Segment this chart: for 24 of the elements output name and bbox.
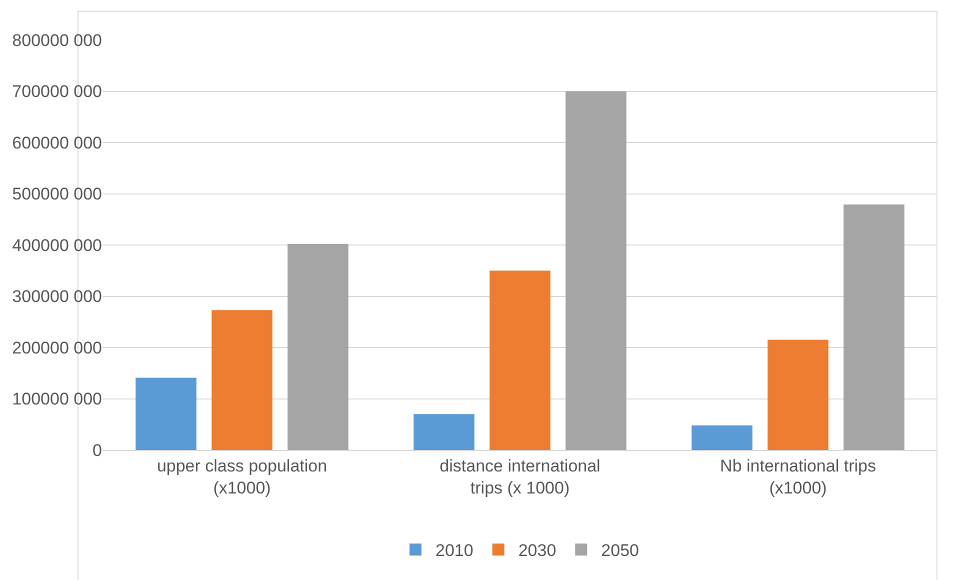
y-tick-label: 700000 000 [12, 82, 102, 102]
y-tick-label: 800000 000 [12, 30, 102, 50]
bar [212, 310, 272, 450]
legend-label: 2030 [518, 541, 556, 560]
bar [566, 91, 626, 450]
y-tick-label: 200000 000 [12, 338, 102, 358]
bar [288, 244, 348, 450]
y-tick-label: 400000 000 [12, 236, 102, 255]
bar [414, 414, 474, 450]
legend-label: 2010 [436, 541, 474, 560]
bar [768, 340, 828, 450]
y-tick-label: 300000 000 [12, 287, 102, 306]
y-tick-label: 0 [92, 440, 102, 460]
y-tick-label: 600000 000 [12, 133, 102, 152]
bar [490, 270, 550, 450]
bar [136, 378, 196, 450]
x-tick-label: upper class population (x1000) [156, 456, 328, 498]
x-tick-label: Nb international trips (x1000) [720, 456, 876, 498]
x-tick-label: distance international trips (x 1000) [440, 456, 600, 498]
y-tick-label: 100000 000 [12, 390, 102, 409]
y-tick-label: 500000 000 [12, 184, 102, 204]
bar [844, 204, 904, 450]
legend-label: 2050 [601, 541, 639, 560]
bar [692, 425, 752, 450]
